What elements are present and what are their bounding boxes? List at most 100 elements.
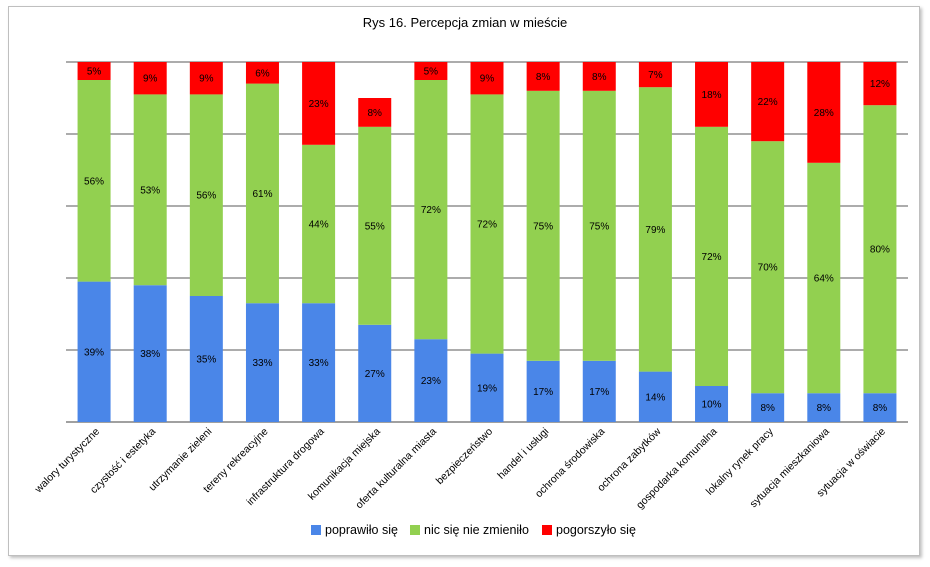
data-label: 10%	[702, 400, 722, 411]
data-label: 9%	[143, 74, 158, 85]
bar-segment-3-12	[695, 62, 729, 127]
data-label: 6%	[255, 68, 270, 79]
data-label: 79%	[645, 225, 665, 236]
data-label: 72%	[702, 252, 722, 263]
x-tick-label: bezpieczeństwo	[434, 426, 495, 487]
data-label: 8%	[760, 403, 775, 414]
bar-segment-2-3	[189, 94, 223, 297]
bar-segment-1-7	[414, 339, 448, 422]
data-label: 33%	[252, 358, 272, 369]
data-label: 44%	[309, 220, 329, 231]
data-label: 8%	[873, 403, 888, 414]
bar-segment-1-11	[638, 371, 672, 422]
data-label: 38%	[140, 349, 160, 360]
data-label: 61%	[252, 189, 272, 200]
bar-segment-3-4	[245, 62, 279, 84]
bar-segment-3-5	[302, 62, 336, 145]
bar-segment-1-9	[526, 360, 560, 422]
bar-segment-2-15	[863, 105, 897, 394]
legend-label: pogorszyło się	[556, 523, 636, 537]
bar-segment-1-2	[133, 285, 167, 422]
bar-segment-2-2	[133, 94, 167, 286]
bar-segment-2-10	[582, 90, 616, 361]
bar-segment-1-14	[807, 393, 841, 422]
bar-segment-2-14	[807, 162, 841, 394]
data-label: 56%	[196, 191, 216, 202]
data-label: 18%	[702, 90, 722, 101]
data-label: 5%	[424, 67, 439, 78]
legend-swatch	[311, 525, 321, 535]
bar-segment-1-8	[470, 353, 504, 422]
data-label: 72%	[477, 220, 497, 231]
bar-segment-1-13	[751, 393, 785, 422]
data-label: 80%	[870, 245, 890, 256]
bar-segment-2-4	[245, 83, 279, 304]
data-label: 8%	[592, 72, 607, 83]
data-label: 8%	[536, 72, 551, 83]
legend-swatch	[542, 525, 552, 535]
bar-segment-2-5	[302, 144, 336, 304]
bar-segment-1-5	[302, 303, 336, 422]
data-label: 14%	[645, 392, 665, 403]
data-label: 17%	[589, 387, 609, 398]
data-label: 9%	[480, 74, 495, 85]
data-label: 7%	[648, 70, 663, 81]
data-label: 17%	[533, 387, 553, 398]
bar-segment-3-11	[638, 62, 672, 88]
data-label: 27%	[365, 369, 385, 380]
bar-segment-3-6	[358, 98, 392, 127]
chart-title: Rys 16. Percepcja zmian w mieście	[363, 15, 567, 30]
bar-segment-3-10	[582, 62, 616, 91]
bar-segment-3-7	[414, 62, 448, 80]
data-label: 5%	[87, 67, 102, 78]
data-label: 56%	[84, 176, 104, 187]
bar-segment-3-2	[133, 62, 167, 95]
bar-segment-2-7	[414, 80, 448, 340]
bar-segment-2-13	[751, 141, 785, 394]
data-label: 72%	[421, 205, 441, 216]
data-label: 8%	[817, 403, 832, 414]
data-label: 39%	[84, 347, 104, 358]
data-label: 70%	[758, 263, 778, 274]
data-label: 22%	[758, 97, 778, 108]
bar-segment-3-9	[526, 62, 560, 91]
bar-segment-3-8	[470, 62, 504, 95]
bar-segment-1-12	[695, 386, 729, 422]
data-label: 75%	[533, 221, 553, 232]
data-label: 75%	[589, 221, 609, 232]
bar-segment-2-11	[638, 87, 672, 372]
bar-segment-1-1	[77, 281, 111, 422]
bar-segment-3-13	[751, 62, 785, 142]
data-label: 53%	[140, 185, 160, 196]
data-label: 55%	[365, 221, 385, 232]
data-label: 64%	[814, 274, 834, 285]
data-label: 12%	[870, 79, 890, 90]
data-label: 28%	[814, 108, 834, 119]
bar-segment-1-15	[863, 393, 897, 422]
bar-segment-1-3	[189, 296, 223, 422]
bar-segment-1-6	[358, 324, 392, 422]
data-label: 19%	[477, 383, 497, 394]
legend-label: nic się nie zmieniło	[424, 523, 529, 537]
x-tick-label: handel i usługi	[495, 426, 551, 482]
bar-segment-2-8	[470, 94, 504, 354]
legend-label: poprawiło się	[325, 523, 398, 537]
data-label: 8%	[368, 108, 383, 119]
data-label: 23%	[421, 376, 441, 387]
bar-segment-3-1	[77, 62, 111, 80]
bar-segment-3-3	[189, 62, 223, 95]
data-label: 35%	[196, 355, 216, 366]
bar-segment-3-15	[863, 62, 897, 106]
bars: 39% 56% 5% 38% 53% 9% 35% 56% 9% 33% 61% 6% 33% 44% 23…	[77, 62, 897, 422]
data-label: 9%	[199, 74, 214, 85]
bar-segment-1-4	[245, 303, 279, 422]
legend-swatch	[410, 525, 420, 535]
bar-segment-2-1	[77, 80, 111, 282]
legend: poprawiło się nic się nie zmieniło pogorsz…	[311, 523, 636, 537]
bar-segment-3-14	[807, 62, 841, 163]
bar-segment-1-10	[582, 360, 616, 422]
data-label: 23%	[309, 99, 329, 110]
data-label: 33%	[309, 358, 329, 369]
